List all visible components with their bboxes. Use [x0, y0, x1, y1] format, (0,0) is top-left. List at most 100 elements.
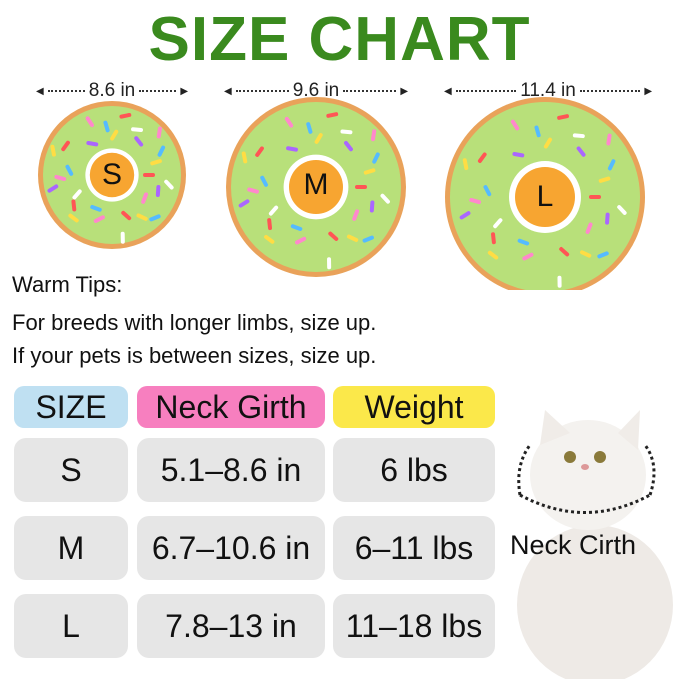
sprinkle — [557, 275, 562, 288]
sprinkle — [372, 152, 380, 164]
header-neck-girth: Neck Girth — [137, 386, 325, 428]
sprinkle — [362, 235, 374, 243]
sprinkle — [517, 238, 530, 246]
sprinkle — [306, 122, 313, 134]
sprinkle — [355, 185, 367, 189]
cat-image — [517, 410, 673, 679]
sprinkle — [598, 176, 611, 183]
sprinkle — [286, 146, 298, 152]
donut-collars — [38, 97, 645, 290]
size-s-diameter: ◀ 8.6 in ▶ — [36, 80, 189, 101]
sprinkle — [589, 195, 601, 199]
sprinkle — [141, 192, 149, 204]
sprinkle — [238, 199, 250, 208]
sprinkle — [164, 179, 174, 190]
donut-label-l: L — [536, 180, 554, 213]
sprinkle — [380, 193, 390, 204]
size-m-diameter: ◀ 9.6 in ▶ — [224, 80, 409, 101]
sprinkle — [284, 116, 294, 128]
sprinkle — [150, 159, 162, 166]
sprinkle — [534, 125, 541, 138]
sprinkle — [576, 146, 586, 157]
size-l-diameter: ◀ 11.4 in ▶ — [444, 80, 653, 101]
sprinkle — [155, 185, 161, 198]
sprinkle — [352, 209, 360, 221]
sprinkle — [512, 151, 525, 158]
sprinkle — [50, 144, 56, 157]
sprinkle — [86, 140, 99, 147]
size-badge — [289, 160, 343, 214]
sprinkle — [572, 133, 585, 139]
cell-size: S — [14, 438, 128, 502]
sprinkle — [491, 232, 496, 245]
sprinkle — [585, 222, 593, 234]
sprinkle — [510, 119, 520, 131]
sprinkle — [65, 164, 74, 176]
sprinkle — [268, 205, 279, 216]
header-size: SIZE — [14, 386, 128, 428]
sprinkle — [369, 200, 375, 213]
sprinkle — [290, 224, 303, 231]
sprinkle — [121, 210, 132, 221]
sprinkle — [110, 129, 119, 141]
size-badge — [89, 152, 135, 198]
sprinkle — [143, 173, 155, 177]
sprinkle — [47, 184, 59, 193]
sprinkle — [477, 152, 487, 163]
sprinkle — [326, 112, 339, 118]
sprinkle — [295, 236, 307, 245]
sprinkle — [71, 199, 77, 212]
sprinkle — [557, 114, 569, 120]
cell-neck-girth: 7.8–13 in — [137, 594, 325, 658]
sprinkle — [264, 234, 275, 244]
sprinkle — [344, 140, 353, 152]
sprinkle — [267, 218, 273, 231]
sprinkle — [247, 187, 259, 194]
sprinkle — [328, 231, 339, 241]
sprinkle — [68, 213, 79, 223]
sprinkle — [469, 197, 481, 205]
sprinkle — [120, 231, 125, 244]
cell-size: L — [14, 594, 128, 658]
sprinkle — [487, 250, 499, 260]
cell-weight: 11–18 lbs — [333, 594, 495, 658]
sprinkle — [54, 174, 67, 182]
sprinkle — [606, 133, 612, 146]
sprinkle — [149, 214, 161, 222]
sprinkle — [72, 189, 82, 200]
sprinkle — [346, 234, 359, 242]
sprinkle — [483, 185, 492, 197]
sprinkle — [617, 205, 627, 215]
sprinkle — [327, 257, 332, 270]
sprinkle — [136, 213, 148, 221]
sprinkle — [363, 168, 376, 175]
donut-label-s: S — [101, 158, 122, 191]
sprinkle — [493, 218, 503, 229]
sprinkle — [156, 126, 162, 139]
tip-line: If your pets is between sizes, size up. — [12, 343, 377, 368]
cell-size: M — [14, 516, 128, 580]
sprinkle — [85, 116, 94, 128]
donut-label-m: M — [303, 168, 329, 201]
tips-heading: Warm Tips: — [12, 272, 123, 297]
cell-neck-girth: 5.1–8.6 in — [137, 438, 325, 502]
sprinkle — [157, 145, 166, 157]
sprinkle — [103, 120, 110, 133]
sprinkle — [462, 158, 469, 171]
sprinkle — [260, 175, 268, 187]
size-badge — [515, 167, 575, 227]
neck-girth-label: Neck Cirth — [510, 530, 637, 560]
sprinkle — [607, 159, 616, 171]
sprinkle — [90, 204, 102, 212]
cell-weight: 6–11 lbs — [333, 516, 495, 580]
sprinkle — [340, 129, 353, 135]
sprinkle — [605, 212, 610, 225]
cell-neck-girth: 6.7–10.6 in — [137, 516, 325, 580]
sprinkle — [522, 252, 534, 261]
sprinkle — [314, 133, 323, 144]
sprinkle — [61, 140, 70, 152]
cell-weight: 6 lbs — [333, 438, 495, 502]
sprinkle — [580, 250, 592, 258]
sprinkle — [119, 112, 132, 119]
sprinkle — [93, 215, 105, 223]
